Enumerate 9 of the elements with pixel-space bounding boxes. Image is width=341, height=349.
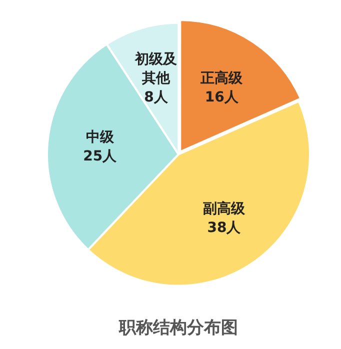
data-label: 38人 — [207, 220, 242, 236]
slice-label: 副高级 — [202, 200, 246, 217]
slice-label: 初级及其他 — [134, 50, 178, 86]
slice-label: 正高级 — [200, 69, 244, 86]
data-label: 25人 — [83, 148, 118, 164]
data-label: 8人 — [144, 89, 169, 106]
data-label: 16人 — [204, 89, 240, 106]
slice-label: 中级 — [86, 129, 115, 146]
text: 职称结构分布图 — [118, 318, 238, 338]
